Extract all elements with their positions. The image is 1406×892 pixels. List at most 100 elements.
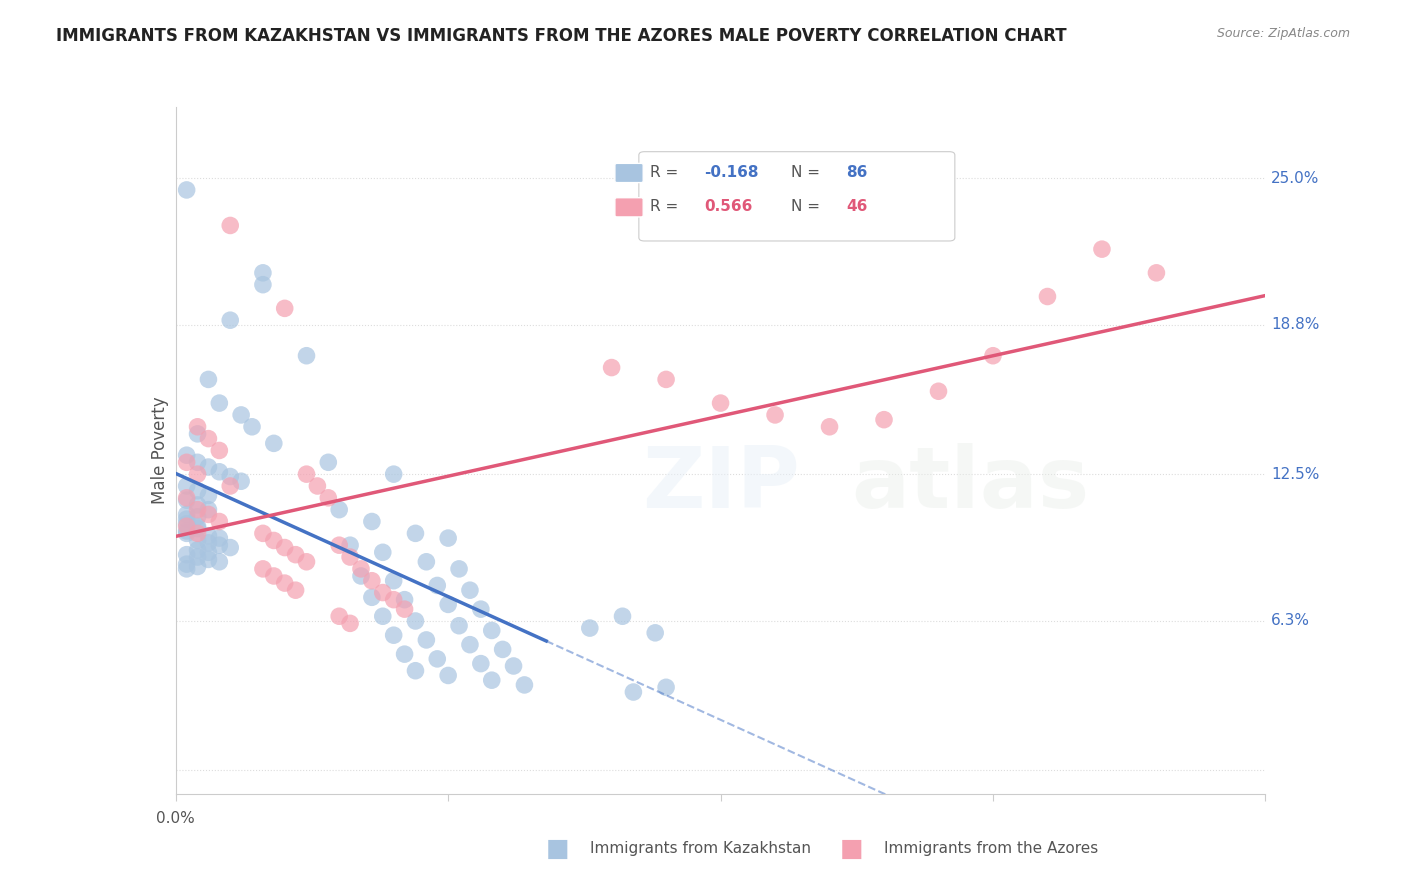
Point <box>350 562 373 576</box>
Point <box>426 652 449 666</box>
Point <box>197 536 219 550</box>
Point <box>197 432 219 446</box>
Text: Source: ZipAtlas.com: Source: ZipAtlas.com <box>1216 27 1350 40</box>
Point <box>1091 242 1114 256</box>
Point <box>186 519 209 533</box>
Point <box>447 618 470 632</box>
Point <box>284 548 307 562</box>
Point <box>360 515 382 529</box>
Point <box>644 625 666 640</box>
Point <box>176 183 198 197</box>
Point <box>295 349 318 363</box>
Point <box>176 448 198 462</box>
Point <box>382 592 405 607</box>
Point <box>186 509 209 524</box>
Point <box>263 436 285 450</box>
Point <box>492 642 515 657</box>
Point <box>197 545 219 559</box>
Point <box>470 602 492 616</box>
Point <box>208 443 231 458</box>
Point <box>328 502 350 516</box>
Point <box>186 467 209 482</box>
Point <box>176 562 198 576</box>
Point <box>219 469 242 483</box>
Point <box>176 519 198 533</box>
Point <box>415 632 437 647</box>
Point <box>176 548 198 562</box>
Point <box>481 673 503 688</box>
Point <box>197 488 219 502</box>
FancyBboxPatch shape <box>638 152 955 241</box>
Point <box>186 543 209 558</box>
Point <box>360 574 382 588</box>
Point <box>371 609 394 624</box>
Point <box>307 479 329 493</box>
FancyBboxPatch shape <box>614 163 643 183</box>
Point <box>186 455 209 469</box>
Text: 86: 86 <box>846 165 868 180</box>
Point <box>208 396 231 410</box>
Point <box>219 541 242 555</box>
Point <box>208 465 231 479</box>
Point <box>339 549 361 564</box>
Point <box>186 419 209 434</box>
Point <box>176 491 198 505</box>
Point <box>274 541 297 555</box>
Point <box>219 479 242 493</box>
Point <box>382 574 405 588</box>
Point <box>186 483 209 498</box>
Point <box>176 526 198 541</box>
Point <box>339 616 361 631</box>
Point <box>176 512 198 526</box>
Point <box>437 668 460 682</box>
Point <box>458 583 481 598</box>
Point <box>655 372 678 386</box>
Text: N =: N = <box>792 199 825 214</box>
Text: ZIP: ZIP <box>641 443 800 526</box>
Point <box>186 502 209 516</box>
Point <box>763 408 786 422</box>
Point <box>1144 266 1167 280</box>
Point <box>219 313 242 327</box>
Point <box>405 664 427 678</box>
Point <box>600 360 623 375</box>
Point <box>176 479 198 493</box>
Point <box>197 372 219 386</box>
Text: ■: ■ <box>839 837 863 861</box>
Point <box>240 419 263 434</box>
Point <box>394 647 416 661</box>
Point <box>437 598 460 612</box>
Point <box>197 529 219 543</box>
Point <box>186 549 209 564</box>
Point <box>502 659 524 673</box>
Point <box>284 583 307 598</box>
Point <box>176 508 198 522</box>
Point <box>447 562 470 576</box>
Point <box>274 301 297 316</box>
Point <box>621 685 644 699</box>
Text: R =: R = <box>650 165 683 180</box>
FancyBboxPatch shape <box>614 198 643 217</box>
Point <box>197 502 219 516</box>
Point <box>252 562 274 576</box>
Point <box>710 396 733 410</box>
Point <box>208 531 231 545</box>
Text: 0.566: 0.566 <box>704 199 752 214</box>
Point <box>394 592 416 607</box>
Point <box>186 526 209 541</box>
Point <box>231 475 253 489</box>
Text: 0.0%: 0.0% <box>156 811 195 826</box>
Point <box>252 277 274 292</box>
Point <box>350 569 373 583</box>
Point <box>186 426 209 441</box>
Point <box>612 609 634 624</box>
Text: R =: R = <box>650 199 683 214</box>
Point <box>295 555 318 569</box>
Point <box>405 526 427 541</box>
Point <box>252 266 274 280</box>
Point <box>371 585 394 599</box>
Point <box>579 621 602 635</box>
Text: 25.0%: 25.0% <box>1271 170 1319 186</box>
Point <box>295 467 318 482</box>
Point <box>437 531 460 545</box>
